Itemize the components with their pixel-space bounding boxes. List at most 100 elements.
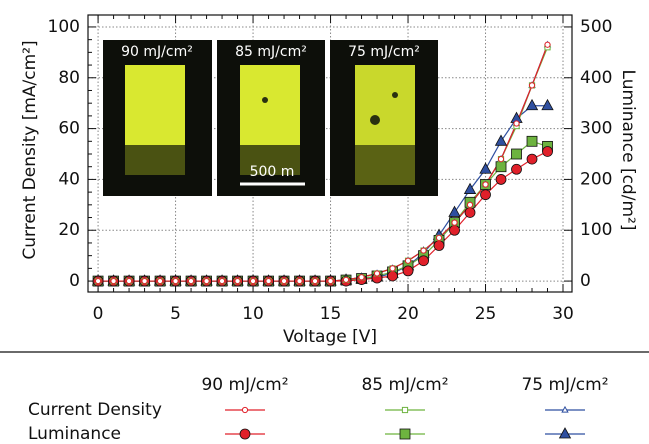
x-tick-label: 25 xyxy=(475,304,497,324)
marker xyxy=(156,277,164,285)
marker xyxy=(187,277,195,285)
marker xyxy=(296,277,303,285)
x-tick-label: 10 xyxy=(242,304,264,324)
marker xyxy=(511,148,522,160)
y-tick-label: 100 xyxy=(48,17,80,37)
marker xyxy=(528,82,536,89)
marker xyxy=(404,257,412,264)
marker xyxy=(494,134,508,146)
inset-pixel-fade xyxy=(355,145,415,185)
inset-defect xyxy=(370,115,380,125)
y2-tick-label: 100 xyxy=(580,220,612,240)
inset-defect xyxy=(262,97,268,103)
marker xyxy=(513,120,520,127)
y2-tick-label: 400 xyxy=(580,68,612,88)
inset-label: 75 mJ/cm² xyxy=(348,44,420,60)
marker xyxy=(479,162,492,174)
y-tick-label: 80 xyxy=(58,68,80,88)
y-tick-label: 0 xyxy=(69,271,80,291)
inset-pixel xyxy=(240,65,300,145)
marker xyxy=(234,277,241,285)
marker xyxy=(525,98,539,111)
legend-row-label: Luminance xyxy=(28,424,121,444)
marker xyxy=(399,428,411,440)
marker xyxy=(311,277,319,285)
marker xyxy=(125,277,133,285)
x-tick-label: 20 xyxy=(397,304,419,324)
marker xyxy=(389,265,396,272)
marker xyxy=(541,98,554,111)
y2-tick-label: 500 xyxy=(580,17,612,37)
marker xyxy=(94,277,102,285)
marker xyxy=(542,146,553,157)
inset-label: 90 mJ/cm² xyxy=(121,44,193,60)
inset: 90 mJ/cm² 85 mJ/cm² 75 mJ/cm² 500 m xyxy=(103,40,438,196)
marker xyxy=(265,277,272,285)
scale-bar-label: 500 m xyxy=(250,164,295,180)
marker xyxy=(451,219,458,226)
marker xyxy=(420,247,427,254)
plot-frame xyxy=(87,14,573,293)
marker xyxy=(449,224,460,236)
x-tick-label: 0 xyxy=(93,304,104,324)
marker xyxy=(497,155,505,163)
marker xyxy=(249,277,257,285)
marker xyxy=(561,405,569,413)
inset-label: 85 mJ/cm² xyxy=(235,44,307,60)
x-tick-label: 30 xyxy=(552,304,574,324)
marker xyxy=(342,276,350,283)
y-axis-label: Current Density [mA/cm²] xyxy=(20,40,40,259)
marker xyxy=(280,277,288,285)
x-axis-label: Voltage [V] xyxy=(283,327,377,347)
marker xyxy=(241,406,249,414)
marker xyxy=(203,277,210,285)
inset-pixel-fade xyxy=(240,145,300,175)
marker xyxy=(544,41,551,48)
marker xyxy=(218,277,226,285)
y2-tick-label: 0 xyxy=(580,271,591,291)
inset-pixel xyxy=(355,65,415,145)
legend-row-label: Current Density xyxy=(28,400,162,420)
legend-label: 85 mJ/cm² xyxy=(361,375,448,395)
marker xyxy=(418,255,429,267)
y2-tick-label: 300 xyxy=(580,119,612,139)
marker xyxy=(511,163,522,175)
y-tick-label: 20 xyxy=(58,220,80,240)
marker xyxy=(373,270,381,277)
marker xyxy=(401,406,409,414)
marker xyxy=(110,277,117,285)
marker xyxy=(358,274,365,281)
x-tick-label: 15 xyxy=(320,304,342,324)
y-tick-label: 60 xyxy=(58,119,80,139)
y2-tick-label: 200 xyxy=(580,169,612,189)
inset-pixel-fade xyxy=(125,145,185,175)
marker xyxy=(558,427,572,439)
legend-label: 75 mJ/cm² xyxy=(521,375,608,395)
marker xyxy=(435,234,443,241)
marker xyxy=(172,277,179,285)
marker xyxy=(464,207,476,218)
marker xyxy=(448,205,461,217)
marker xyxy=(495,161,507,173)
marker xyxy=(480,189,491,201)
y2-axis-label: Luminance [cd/m²] xyxy=(618,70,638,231)
marker xyxy=(482,181,489,188)
marker xyxy=(239,428,251,440)
inset-defect xyxy=(392,92,398,98)
marker xyxy=(141,277,148,285)
x-tick-label: 5 xyxy=(170,304,181,324)
marker xyxy=(387,270,398,282)
y-tick-label: 40 xyxy=(58,169,80,189)
marker xyxy=(327,277,334,285)
marker xyxy=(526,135,538,147)
marker xyxy=(433,240,445,251)
marker xyxy=(402,265,414,277)
legend-label: 90 mJ/cm² xyxy=(201,375,288,395)
marker xyxy=(526,153,538,165)
inset-pixel xyxy=(125,65,185,145)
marker xyxy=(466,201,474,208)
marker xyxy=(463,182,477,194)
marker xyxy=(495,174,507,185)
